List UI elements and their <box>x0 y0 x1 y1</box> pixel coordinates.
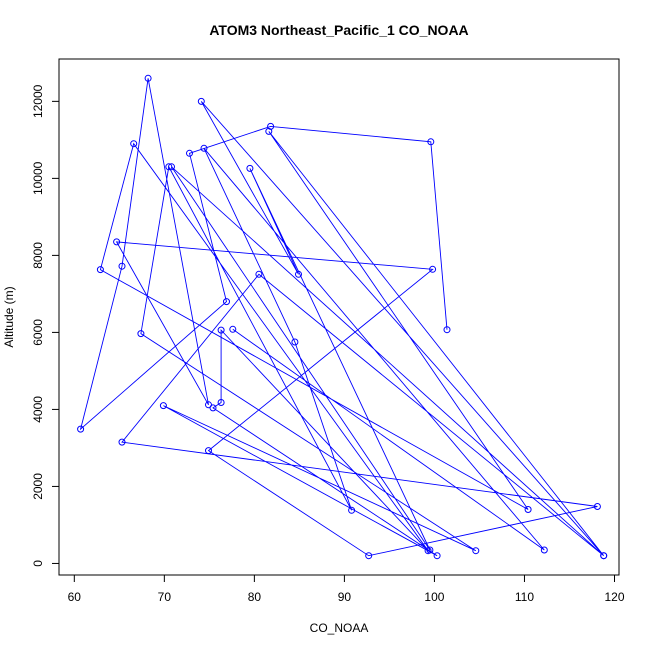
data-point <box>246 164 254 172</box>
y-tick-label: 6000 <box>31 319 45 346</box>
data-point <box>217 399 225 406</box>
chart-title: ATOM3 Northeast_Pacific_1 CO_NOAA <box>209 22 468 38</box>
series-layer <box>77 74 608 560</box>
data-point <box>540 546 548 554</box>
x-tick-label: 90 <box>338 590 352 604</box>
x-tick-label: 100 <box>424 590 444 604</box>
x-axis: 60 70 80 90 100 110 120 <box>68 574 625 604</box>
data-point <box>118 438 126 446</box>
data-point <box>600 552 608 560</box>
data-point <box>255 270 263 278</box>
data-point <box>295 270 302 278</box>
data-point <box>137 330 145 338</box>
data-point <box>144 74 152 82</box>
y-tick-label: 2000 <box>31 473 45 500</box>
data-point <box>472 547 480 555</box>
y-axis: 0 2000 4000 6000 8000 10000 12000 <box>31 84 60 567</box>
data-point <box>77 425 85 433</box>
data-point <box>429 265 437 273</box>
data-point <box>205 447 212 455</box>
data-point <box>130 140 138 148</box>
data-point <box>348 506 356 514</box>
x-axis-label: CO_NOAA <box>310 621 369 635</box>
data-point <box>159 402 167 410</box>
y-tick-label: 4000 <box>31 396 45 423</box>
y-tick-label: 8000 <box>31 242 45 269</box>
series-line <box>79 78 605 557</box>
x-tick-label: 60 <box>68 590 82 604</box>
data-point <box>168 163 175 171</box>
data-point <box>427 138 435 146</box>
y-tick-label: 10000 <box>31 161 45 195</box>
data-point <box>524 506 532 513</box>
data-point <box>424 547 432 555</box>
data-point <box>165 163 173 171</box>
data-point <box>197 97 205 105</box>
x-tick-label: 70 <box>158 590 172 604</box>
data-point <box>217 326 225 334</box>
data-point <box>96 266 104 274</box>
data-point <box>209 404 217 412</box>
data-point <box>229 325 237 333</box>
data-point <box>291 338 299 346</box>
data-point <box>443 326 451 334</box>
data-point <box>365 552 373 560</box>
y-tick-label: 12000 <box>31 84 45 118</box>
data-point <box>223 298 230 306</box>
data-point <box>593 503 601 510</box>
data-point <box>200 144 208 152</box>
y-tick-label: 0 <box>31 560 45 567</box>
data-point <box>113 238 121 246</box>
data-point <box>186 149 193 157</box>
data-point <box>118 262 126 270</box>
y-axis-label: Altitude (m) <box>2 286 16 347</box>
x-tick-label: 110 <box>515 590 534 604</box>
data-point <box>265 127 273 135</box>
x-tick-label: 120 <box>604 590 624 604</box>
data-point <box>433 552 441 560</box>
x-tick-label: 80 <box>248 590 262 604</box>
